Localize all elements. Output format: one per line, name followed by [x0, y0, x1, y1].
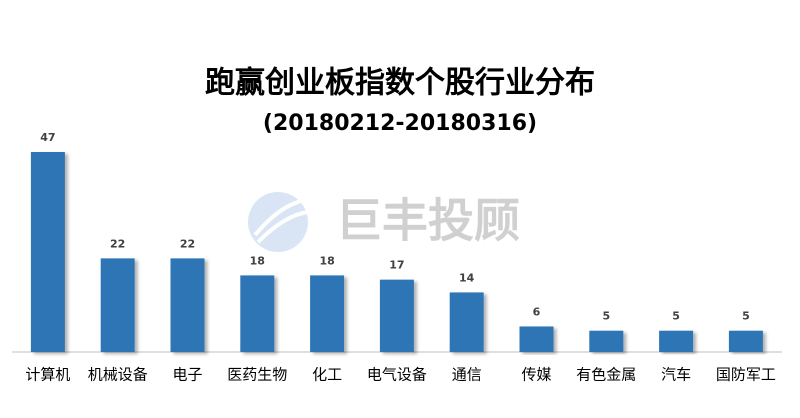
x-tick-label: 电气设备 [367, 366, 427, 384]
x-tick-label: 国防军工 [716, 366, 776, 384]
data-label: 17 [389, 259, 404, 272]
data-label: 47 [40, 131, 55, 144]
chart-subtitle: (20180212-20180316) [263, 111, 537, 136]
watermark-text: 巨丰投顾 [336, 194, 520, 248]
x-tick-label: 电子 [172, 366, 202, 384]
bar [728, 330, 763, 352]
bar [519, 326, 554, 352]
bar [100, 258, 135, 352]
x-tick-label: 计算机 [25, 366, 70, 384]
x-tick-label: 传媒 [521, 366, 551, 384]
x-tick-label: 有色金属 [576, 366, 636, 384]
data-label: 18 [250, 254, 265, 267]
data-label: 5 [602, 310, 610, 323]
bar [30, 152, 65, 352]
data-label: 22 [110, 237, 125, 250]
data-label: 5 [672, 310, 680, 323]
bar [379, 279, 414, 352]
bar [240, 275, 275, 352]
x-tick-label: 化工 [312, 366, 342, 384]
x-tick-label: 汽车 [661, 366, 691, 384]
chart-title: 跑赢创业板指数个股行业分布 [205, 66, 595, 101]
bar [659, 330, 694, 352]
bar [310, 275, 345, 352]
bar [589, 330, 624, 352]
data-label: 14 [459, 271, 475, 284]
x-tick-label: 医药生物 [227, 366, 287, 384]
data-label: 18 [319, 254, 334, 267]
x-tick-label: 机械设备 [88, 366, 148, 384]
data-label: 22 [180, 237, 195, 250]
bar [449, 292, 484, 352]
data-label: 6 [533, 305, 541, 318]
bar [170, 258, 205, 352]
data-label: 5 [742, 310, 750, 323]
watermark-logo [248, 192, 309, 252]
x-tick-label: 通信 [452, 366, 482, 384]
